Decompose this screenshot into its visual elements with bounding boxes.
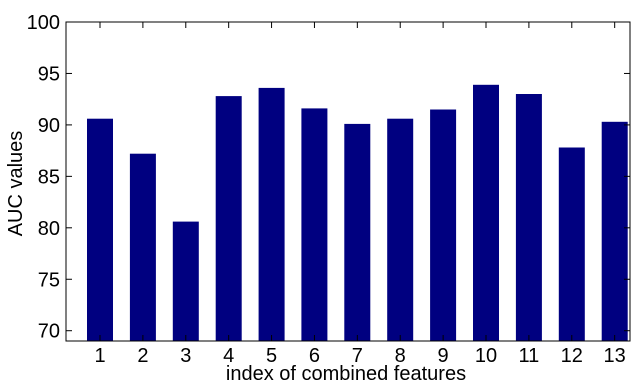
y-axis-label: AUC values bbox=[5, 131, 27, 237]
y-tick-label-70: 70 bbox=[38, 321, 60, 343]
x-axis-label: index of combined features bbox=[226, 363, 466, 383]
x-tick-label-2: 2 bbox=[137, 345, 148, 367]
bar-5 bbox=[259, 88, 285, 341]
bar-10 bbox=[473, 85, 499, 341]
bar-9 bbox=[430, 110, 456, 342]
x-tick-label-11: 11 bbox=[519, 345, 540, 367]
bar-11 bbox=[516, 94, 542, 341]
bar-13 bbox=[602, 122, 628, 341]
x-tick-label-12: 12 bbox=[561, 345, 583, 367]
bar-12 bbox=[559, 148, 585, 342]
bar-7 bbox=[344, 124, 370, 341]
bar-8 bbox=[387, 119, 413, 341]
bars-group bbox=[87, 85, 628, 341]
bar-4 bbox=[216, 96, 242, 341]
bar-6 bbox=[301, 108, 327, 341]
x-tick-label-10: 10 bbox=[475, 345, 497, 367]
x-tick-label-3: 3 bbox=[180, 345, 191, 367]
x-tick-label-1: 1 bbox=[94, 345, 105, 367]
y-tick-label-100: 100 bbox=[27, 12, 60, 34]
bar-3 bbox=[173, 222, 199, 341]
bar-2 bbox=[130, 154, 156, 341]
y-tick-label-80: 80 bbox=[38, 218, 60, 240]
bar-1 bbox=[87, 119, 113, 341]
y-tick-label-75: 75 bbox=[38, 269, 60, 291]
y-tick-label-90: 90 bbox=[38, 115, 60, 137]
x-tick-label-13: 13 bbox=[604, 345, 626, 367]
y-tick-label-95: 95 bbox=[38, 63, 60, 85]
y-tick-label-85: 85 bbox=[38, 166, 60, 188]
